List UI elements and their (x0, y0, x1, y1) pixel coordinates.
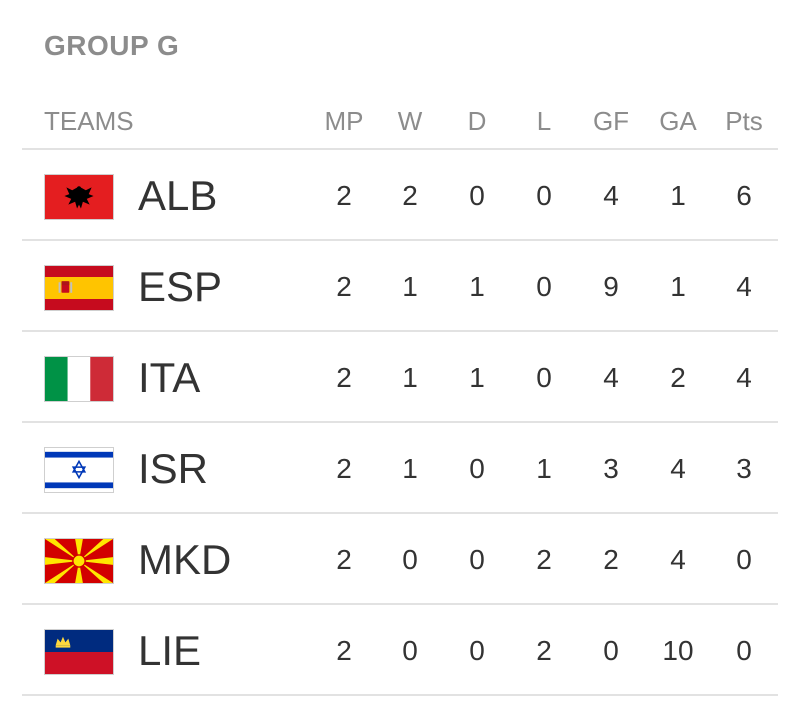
header-l: L (536, 106, 552, 136)
stat-d: 0 (469, 453, 485, 484)
stat-ga: 10 (662, 635, 694, 666)
header-d: D (467, 106, 487, 136)
stat-l: 0 (536, 271, 552, 302)
team-code: MKD (138, 536, 232, 583)
stat-w: 1 (402, 271, 418, 302)
stat-pts: 4 (736, 271, 752, 302)
stat-gf: 0 (603, 635, 619, 666)
stat-w: 1 (402, 362, 418, 393)
stat-d: 0 (469, 544, 485, 575)
stat-w: 2 (402, 180, 418, 211)
stat-mp: 2 (336, 544, 352, 575)
liechtenstein-flag-icon (44, 629, 114, 675)
stat-d: 0 (469, 180, 485, 211)
spain-flag-icon (44, 265, 114, 311)
stat-gf: 3 (603, 453, 619, 484)
north-macedonia-flag-icon (44, 538, 114, 584)
italy-flag-icon (44, 356, 114, 402)
team-row-ita[interactable]: ITA 2 1 1 0 4 2 4 (22, 332, 778, 423)
team-row-esp[interactable]: ESP 2 1 1 0 9 1 4 (22, 241, 778, 332)
stat-pts: 4 (736, 362, 752, 393)
stat-mp: 2 (336, 362, 352, 393)
team-code: ISR (138, 445, 209, 492)
stat-l: 0 (536, 362, 552, 393)
israel-flag-icon (44, 447, 114, 493)
stat-l: 2 (536, 544, 552, 575)
stat-w: 0 (402, 635, 418, 666)
stat-l: 0 (536, 180, 552, 211)
stat-mp: 2 (336, 180, 352, 211)
stat-mp: 2 (336, 271, 352, 302)
header-gf: GF (592, 106, 630, 136)
team-code: LIE (138, 627, 202, 674)
standings-header-row: TEAMS MP W D L GF GA Pts (22, 92, 778, 150)
stat-pts: 0 (736, 544, 752, 575)
stat-gf: 9 (603, 271, 619, 302)
stat-pts: 0 (736, 635, 752, 666)
stat-ga: 1 (670, 180, 686, 211)
team-code: ESP (138, 263, 223, 310)
team-code: ITA (138, 354, 201, 401)
stat-d: 1 (469, 271, 485, 302)
stat-ga: 4 (670, 453, 686, 484)
standings-table: ALB 2 2 0 0 4 1 6 ESP 2 1 1 0 9 1 4 (22, 150, 778, 696)
team-row-mkd[interactable]: MKD 2 0 0 2 2 4 0 (22, 514, 778, 605)
stat-pts: 3 (736, 453, 752, 484)
stat-ga: 4 (670, 544, 686, 575)
header-w: W (397, 106, 423, 136)
team-code: ALB (138, 172, 218, 219)
header-pts: Pts (725, 106, 763, 136)
header-teams: TEAMS (44, 106, 134, 136)
stat-w: 1 (402, 453, 418, 484)
stat-pts: 6 (736, 180, 752, 211)
team-row-alb[interactable]: ALB 2 2 0 0 4 1 6 (22, 150, 778, 241)
stat-l: 2 (536, 635, 552, 666)
header-ga: GA (659, 106, 697, 136)
stat-gf: 2 (603, 544, 619, 575)
stat-gf: 4 (603, 180, 619, 211)
stat-mp: 2 (336, 453, 352, 484)
stat-gf: 4 (603, 362, 619, 393)
albania-flag-icon (44, 174, 114, 220)
stat-ga: 2 (670, 362, 686, 393)
stat-d: 1 (469, 362, 485, 393)
team-row-isr[interactable]: ISR 2 1 0 1 3 4 3 (22, 423, 778, 514)
stat-ga: 1 (670, 271, 686, 302)
group-title: GROUP G (44, 30, 180, 61)
stat-d: 0 (469, 635, 485, 666)
team-row-lie[interactable]: LIE 2 0 0 2 0 10 0 (22, 605, 778, 696)
stat-w: 0 (402, 544, 418, 575)
header-mp: MP (324, 106, 364, 136)
stat-l: 1 (536, 453, 552, 484)
stat-mp: 2 (336, 635, 352, 666)
